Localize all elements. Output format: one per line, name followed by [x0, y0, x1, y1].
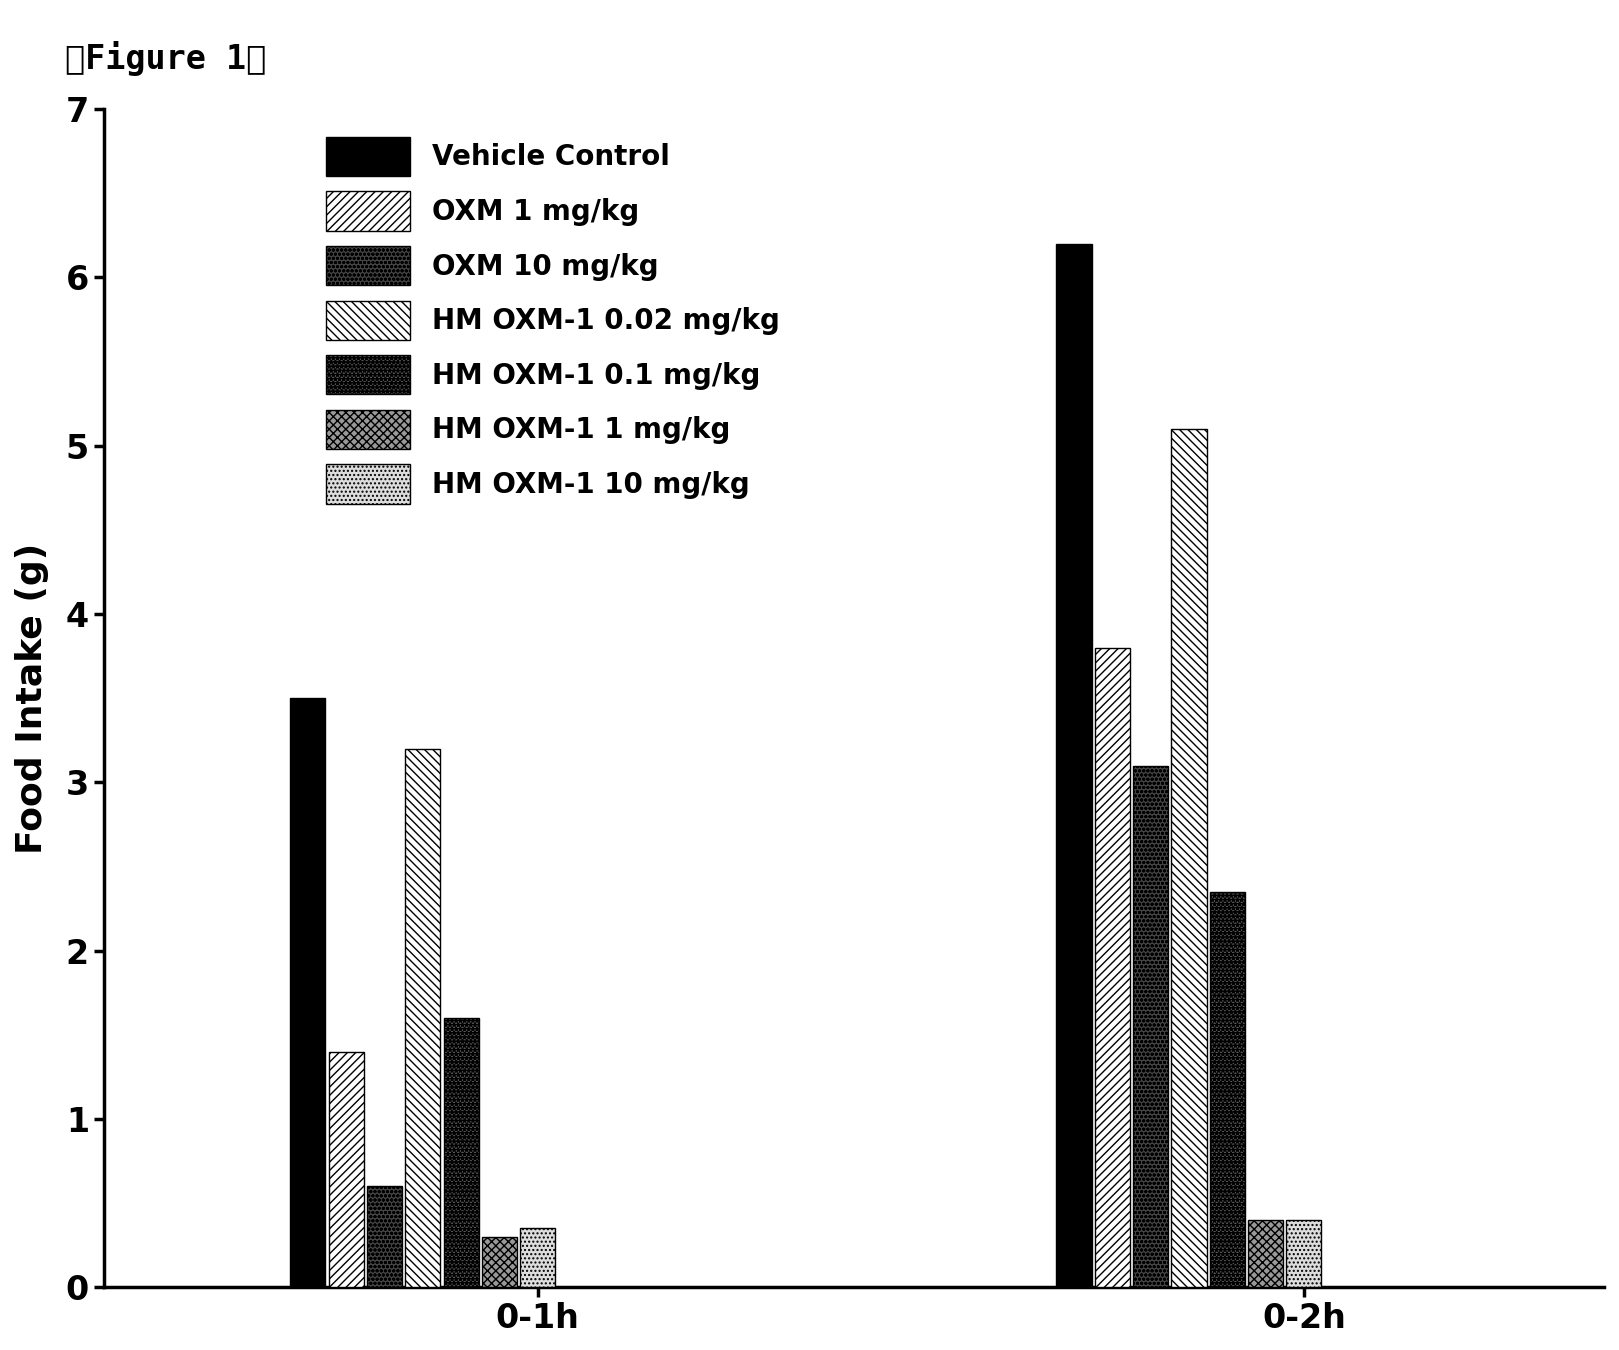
Bar	[1209, 892, 1245, 1288]
Bar	[1172, 429, 1206, 1288]
Bar	[290, 698, 325, 1288]
Bar	[1248, 1220, 1284, 1288]
Bar	[482, 1237, 516, 1288]
Bar	[1133, 765, 1169, 1288]
Bar	[405, 749, 440, 1288]
Bar	[329, 1052, 364, 1288]
Bar	[520, 1228, 555, 1288]
Bar	[368, 1187, 402, 1288]
Bar	[1287, 1220, 1321, 1288]
Y-axis label: Food Intake (g): Food Intake (g)	[15, 543, 49, 853]
Bar	[444, 1018, 479, 1288]
Text: 『Figure 1』: 『Figure 1』	[65, 40, 266, 76]
Legend: Vehicle Control, OXM 1 mg/kg, OXM 10 mg/kg, HM OXM-1 0.02 mg/kg, HM OXM-1 0.1 mg: Vehicle Control, OXM 1 mg/kg, OXM 10 mg/…	[312, 123, 793, 517]
Bar	[1094, 648, 1130, 1288]
Bar	[1057, 244, 1091, 1288]
